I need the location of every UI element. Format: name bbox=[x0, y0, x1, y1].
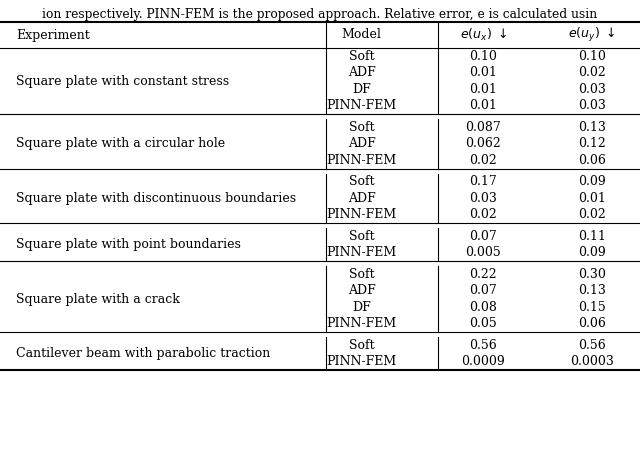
Text: 0.087: 0.087 bbox=[465, 121, 501, 134]
Text: 0.01: 0.01 bbox=[469, 83, 497, 96]
Text: 0.01: 0.01 bbox=[578, 192, 606, 205]
Text: 0.01: 0.01 bbox=[469, 66, 497, 79]
Text: Soft: Soft bbox=[349, 50, 374, 63]
Text: 0.07: 0.07 bbox=[469, 284, 497, 297]
Text: 0.11: 0.11 bbox=[578, 230, 606, 243]
Text: 0.08: 0.08 bbox=[469, 301, 497, 314]
Text: 0.17: 0.17 bbox=[469, 175, 497, 188]
Text: 0.02: 0.02 bbox=[578, 208, 606, 221]
Text: 0.10: 0.10 bbox=[469, 50, 497, 63]
Text: 0.03: 0.03 bbox=[469, 192, 497, 205]
Text: Square plate with constant stress: Square plate with constant stress bbox=[16, 75, 229, 87]
Text: 0.0009: 0.0009 bbox=[461, 355, 505, 368]
Text: Soft: Soft bbox=[349, 230, 374, 243]
Text: 0.15: 0.15 bbox=[578, 301, 606, 314]
Text: 0.06: 0.06 bbox=[578, 317, 606, 330]
Text: Soft: Soft bbox=[349, 175, 374, 188]
Text: Square plate with discontinuous boundaries: Square plate with discontinuous boundari… bbox=[16, 192, 296, 205]
Text: 0.005: 0.005 bbox=[465, 246, 501, 259]
Text: ADF: ADF bbox=[348, 192, 376, 205]
Text: 0.03: 0.03 bbox=[578, 99, 606, 112]
Text: ion respectively. PINN-FEM is the proposed approach. Relative error, e is calcul: ion respectively. PINN-FEM is the propos… bbox=[42, 8, 598, 21]
Text: Square plate with point boundaries: Square plate with point boundaries bbox=[16, 238, 241, 251]
Text: Square plate with a crack: Square plate with a crack bbox=[16, 293, 180, 305]
Text: PINN-FEM: PINN-FEM bbox=[326, 317, 397, 330]
Text: Square plate with a circular hole: Square plate with a circular hole bbox=[16, 137, 225, 150]
Text: 0.56: 0.56 bbox=[469, 339, 497, 352]
Text: PINN-FEM: PINN-FEM bbox=[326, 99, 397, 112]
Text: 0.13: 0.13 bbox=[578, 284, 606, 297]
Text: Model: Model bbox=[342, 28, 381, 42]
Text: 0.56: 0.56 bbox=[578, 339, 606, 352]
Text: 0.12: 0.12 bbox=[578, 137, 606, 150]
Text: 0.03: 0.03 bbox=[578, 83, 606, 96]
Text: DF: DF bbox=[352, 83, 371, 96]
Text: 0.09: 0.09 bbox=[578, 175, 606, 188]
Text: ADF: ADF bbox=[348, 284, 376, 297]
Text: 0.02: 0.02 bbox=[578, 66, 606, 79]
Text: PINN-FEM: PINN-FEM bbox=[326, 154, 397, 167]
Text: PINN-FEM: PINN-FEM bbox=[326, 246, 397, 259]
Text: 0.0003: 0.0003 bbox=[570, 355, 614, 368]
Text: $e(u_x)\ \downarrow$: $e(u_x)\ \downarrow$ bbox=[460, 27, 507, 43]
Text: DF: DF bbox=[352, 301, 371, 314]
Text: 0.01: 0.01 bbox=[469, 99, 497, 112]
Text: 0.07: 0.07 bbox=[469, 230, 497, 243]
Text: 0.30: 0.30 bbox=[578, 268, 606, 281]
Text: PINN-FEM: PINN-FEM bbox=[326, 208, 397, 221]
Text: 0.02: 0.02 bbox=[469, 208, 497, 221]
Text: Soft: Soft bbox=[349, 339, 374, 352]
Text: 0.10: 0.10 bbox=[578, 50, 606, 63]
Text: Soft: Soft bbox=[349, 268, 374, 281]
Text: PINN-FEM: PINN-FEM bbox=[326, 355, 397, 368]
Text: $e(u_y)\ \downarrow$: $e(u_y)\ \downarrow$ bbox=[568, 26, 616, 44]
Text: 0.05: 0.05 bbox=[469, 317, 497, 330]
Text: 0.06: 0.06 bbox=[578, 154, 606, 167]
Text: Experiment: Experiment bbox=[16, 28, 90, 42]
Text: Soft: Soft bbox=[349, 121, 374, 134]
Text: ADF: ADF bbox=[348, 66, 376, 79]
Text: Cantilever beam with parabolic traction: Cantilever beam with parabolic traction bbox=[16, 347, 270, 360]
Text: 0.062: 0.062 bbox=[465, 137, 501, 150]
Text: 0.02: 0.02 bbox=[469, 154, 497, 167]
Text: 0.13: 0.13 bbox=[578, 121, 606, 134]
Text: 0.09: 0.09 bbox=[578, 246, 606, 259]
Text: 0.22: 0.22 bbox=[469, 268, 497, 281]
Text: ADF: ADF bbox=[348, 137, 376, 150]
